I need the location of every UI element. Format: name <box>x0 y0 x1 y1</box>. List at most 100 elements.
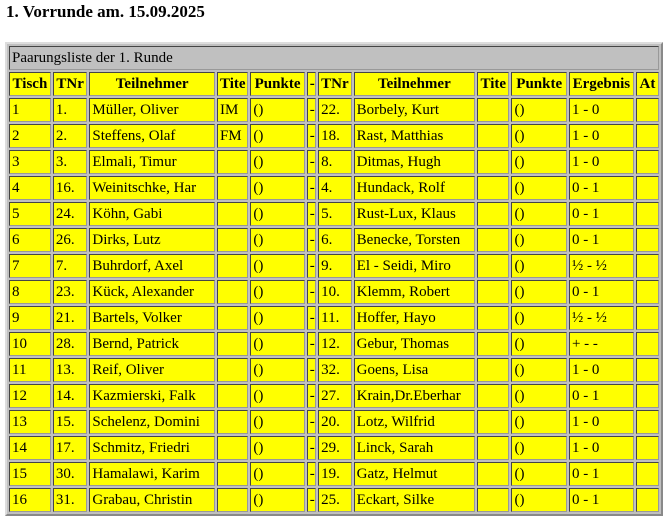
result-cell: 0 - 1 <box>568 228 634 252</box>
opponent-points-cell: () <box>511 332 567 356</box>
pairing-row: 11 13. Reif, Oliver() -32. Goens, Lisa() 1 - … <box>9 358 659 382</box>
pairing-row: 5 24. Köhn, Gabi() -5. Rust-Lux, Klaus() 0 - … <box>9 202 659 226</box>
player-name-cell: Steffens, Olaf <box>89 124 215 148</box>
points-cell: () <box>250 436 305 460</box>
points-cell: () <box>250 124 305 148</box>
opponent-name-cell: Eckart, Silke <box>353 488 476 512</box>
opponent-title-cell <box>477 358 510 382</box>
result-cell: 0 - 1 <box>568 462 634 486</box>
opponent-points-cell: () <box>511 462 567 486</box>
separator-cell: - <box>306 254 317 278</box>
player-title-cell <box>216 488 249 512</box>
opponent-title-cell <box>477 410 510 434</box>
opponent-title-cell <box>477 462 510 486</box>
opponent-points-cell: () <box>511 280 567 304</box>
opponent-number-cell: 8. <box>318 150 352 174</box>
opponent-title-cell <box>477 488 510 512</box>
extra-cell <box>635 384 659 408</box>
opponent-title-cell <box>477 280 510 304</box>
pairing-row: 12 14. Kazmierski, Falk() -27. Krain,Dr.Eber… <box>9 384 659 408</box>
player-name-cell: Buhrdorf, Axel <box>89 254 215 278</box>
board-cell: 9 <box>9 306 51 330</box>
result-cell: 0 - 1 <box>568 176 634 200</box>
column-header: - <box>306 72 317 96</box>
pairing-row: 15 30. Hamalawi, Karim() -19. Gatz, Helmut()… <box>9 462 659 486</box>
player-name-cell: Bartels, Volker <box>89 306 215 330</box>
pairing-table: Paarungsliste der 1. Runde Tisch TNr Teilne… <box>5 42 663 516</box>
opponent-number-cell: 10. <box>318 280 352 304</box>
player-name-cell: Kazmierski, Falk <box>89 384 215 408</box>
player-number-cell: 7. <box>52 254 88 278</box>
opponent-title-cell <box>477 202 510 226</box>
result-cell: ½ - ½ <box>568 254 634 278</box>
column-header: Tite <box>477 72 510 96</box>
column-header: Tisch <box>9 72 51 96</box>
board-cell: 10 <box>9 332 51 356</box>
opponent-number-cell: 11. <box>318 306 352 330</box>
extra-cell <box>635 254 659 278</box>
opponent-name-cell: Ditmas, Hugh <box>353 150 476 174</box>
extra-cell <box>635 306 659 330</box>
player-number-cell: 30. <box>52 462 88 486</box>
opponent-points-cell: () <box>511 410 567 434</box>
player-title-cell <box>216 306 249 330</box>
page-title: 1. Vorrunde am. 15.09.2025 <box>6 2 205 21</box>
opponent-number-cell: 12. <box>318 332 352 356</box>
opponent-title-cell <box>477 124 510 148</box>
separator-cell: - <box>306 150 317 174</box>
player-name-cell: Dirks, Lutz <box>89 228 215 252</box>
player-number-cell: 17. <box>52 436 88 460</box>
opponent-name-cell: Goens, Lisa <box>353 358 476 382</box>
player-number-cell: 31. <box>52 488 88 512</box>
opponent-points-cell: () <box>511 436 567 460</box>
points-cell: () <box>250 202 305 226</box>
opponent-points-cell: () <box>511 306 567 330</box>
opponent-points-cell: () <box>511 176 567 200</box>
opponent-number-cell: 9. <box>318 254 352 278</box>
player-number-cell: 14. <box>52 384 88 408</box>
points-cell: () <box>250 150 305 174</box>
extra-cell <box>635 202 659 226</box>
player-title-cell <box>216 228 249 252</box>
pairing-row: 14 17. Schmitz, Friedri() -29. Linck, Sarah(… <box>9 436 659 460</box>
opponent-name-cell: Rust-Lux, Klaus <box>353 202 476 226</box>
opponent-number-cell: 20. <box>318 410 352 434</box>
player-number-cell: 16. <box>52 176 88 200</box>
extra-cell <box>635 176 659 200</box>
points-cell: () <box>250 254 305 278</box>
extra-cell <box>635 410 659 434</box>
extra-cell <box>635 280 659 304</box>
opponent-points-cell: () <box>511 488 567 512</box>
player-title-cell <box>216 202 249 226</box>
board-cell: 16 <box>9 488 51 512</box>
opponent-title-cell <box>477 436 510 460</box>
extra-cell <box>635 332 659 356</box>
column-header: Punkte <box>250 72 305 96</box>
column-header: Tite <box>216 72 249 96</box>
opponent-name-cell: El - Seidi, Miro <box>353 254 476 278</box>
opponent-title-cell <box>477 176 510 200</box>
opponent-title-cell <box>477 98 510 122</box>
opponent-name-cell: Rast, Matthias <box>353 124 476 148</box>
extra-cell <box>635 488 659 512</box>
opponent-title-cell <box>477 254 510 278</box>
column-header: At <box>635 72 659 96</box>
opponent-title-cell <box>477 228 510 252</box>
opponent-number-cell: 4. <box>318 176 352 200</box>
player-title-cell: IM <box>216 98 249 122</box>
separator-cell: - <box>306 436 317 460</box>
separator-cell: - <box>306 98 317 122</box>
player-number-cell: 23. <box>52 280 88 304</box>
opponent-points-cell: () <box>511 254 567 278</box>
player-name-cell: Bernd, Patrick <box>89 332 215 356</box>
player-name-cell: Elmali, Timur <box>89 150 215 174</box>
player-number-cell: 15. <box>52 410 88 434</box>
board-cell: 2 <box>9 124 51 148</box>
pairing-row: 1 1. Müller, Oliver IM() -22. Borbely, Kurt()… <box>9 98 659 122</box>
opponent-name-cell: Klemm, Robert <box>353 280 476 304</box>
separator-cell: - <box>306 176 317 200</box>
opponent-name-cell: Hoffer, Hayo <box>353 306 476 330</box>
opponent-name-cell: Benecke, Torsten <box>353 228 476 252</box>
extra-cell <box>635 436 659 460</box>
